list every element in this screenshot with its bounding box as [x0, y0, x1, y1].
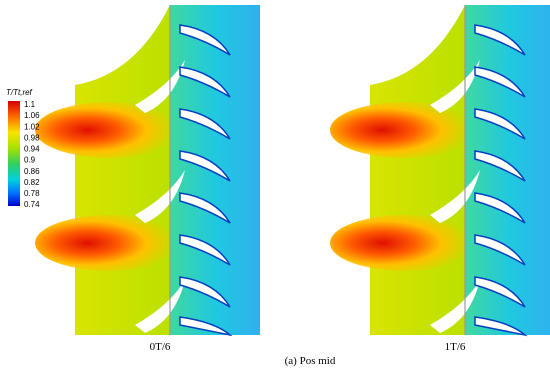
- colorbar-tick-label: 0.94: [24, 145, 40, 154]
- panel-label: 1T/6: [445, 341, 466, 353]
- colorbar: [8, 101, 20, 206]
- contour-panel: [329, 4, 550, 336]
- panel-label: 0T/6: [150, 341, 171, 353]
- colorbar-tick-label: 1.02: [24, 122, 40, 131]
- colorbar-tick-label: 1.1: [24, 100, 36, 109]
- caption: (a) Pos mid: [285, 355, 336, 367]
- colorbar-title: T/Tt,ref: [6, 88, 33, 97]
- colorbar-tick-label: 0.98: [24, 133, 40, 142]
- colorbar-tick-label: 0.78: [24, 189, 40, 198]
- colorbar-tick-label: 0.74: [24, 200, 40, 209]
- colorbar-tick-label: 1.06: [24, 111, 40, 120]
- colorbar-tick-label: 0.82: [24, 178, 40, 187]
- colorbar-tick-label: 0.86: [24, 167, 40, 176]
- colorbar-tick-label: 0.9: [24, 156, 36, 165]
- contour-panel: [34, 4, 261, 336]
